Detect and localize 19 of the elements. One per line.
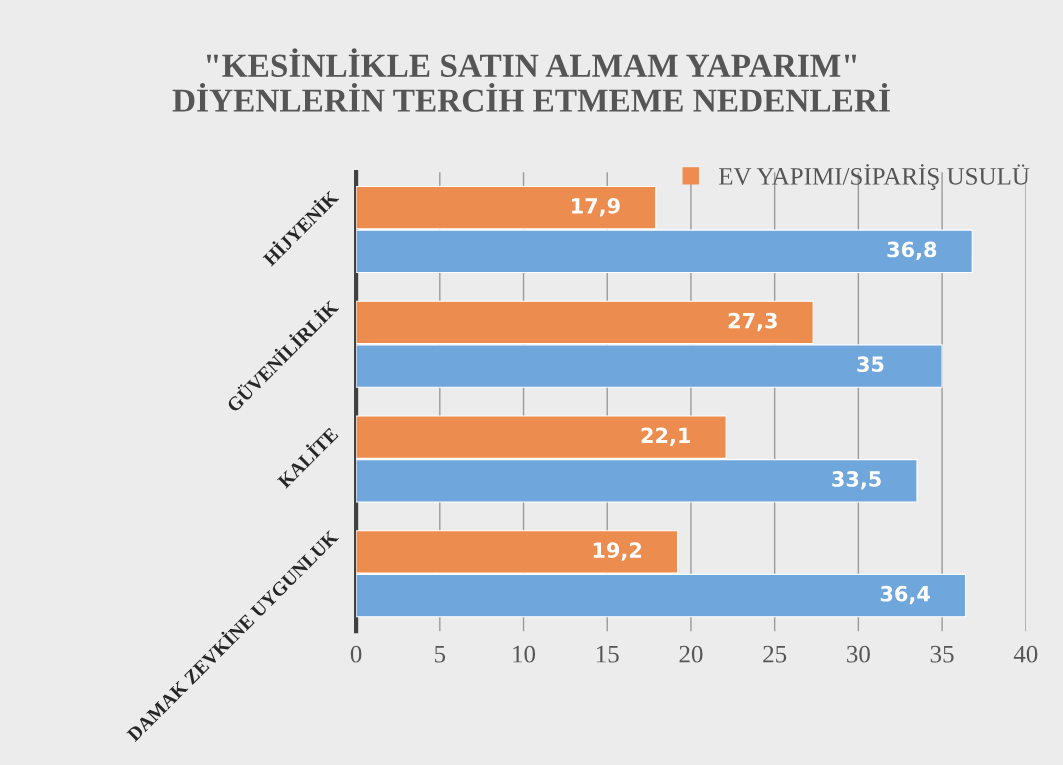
x-tick-label: 40	[1013, 645, 1038, 663]
x-tick-label: 5	[435, 645, 446, 663]
data-label: 27,3	[728, 312, 777, 332]
data-label: 22,1	[641, 427, 690, 446]
data-label: 19,2	[593, 542, 642, 561]
data-label: 17,9	[572, 198, 620, 217]
x-tick-label: 20	[679, 645, 703, 663]
x-tick-label: 30	[847, 645, 870, 663]
data-label: 35	[857, 356, 884, 373]
x-tick-label: 0	[350, 645, 362, 663]
data-label: 36,8	[887, 241, 937, 261]
x-tick-label: 35	[930, 645, 954, 663]
x-tick-label: 25	[763, 645, 787, 663]
data-label: 33,5	[832, 471, 881, 490]
x-tick-label: 10	[513, 645, 536, 663]
x-tick-label: 15	[596, 645, 619, 663]
data-label: 36,4	[880, 585, 930, 605]
legend-label: EV YAPIMI/SİPARİŞ USULÜ	[718, 164, 1030, 190]
chart-title: "KESİNLİKLE SATIN ALMAM YAPARIM" DİYENLERİN TERCİH ETMEME NEDENLERİ	[172, 48, 890, 112]
